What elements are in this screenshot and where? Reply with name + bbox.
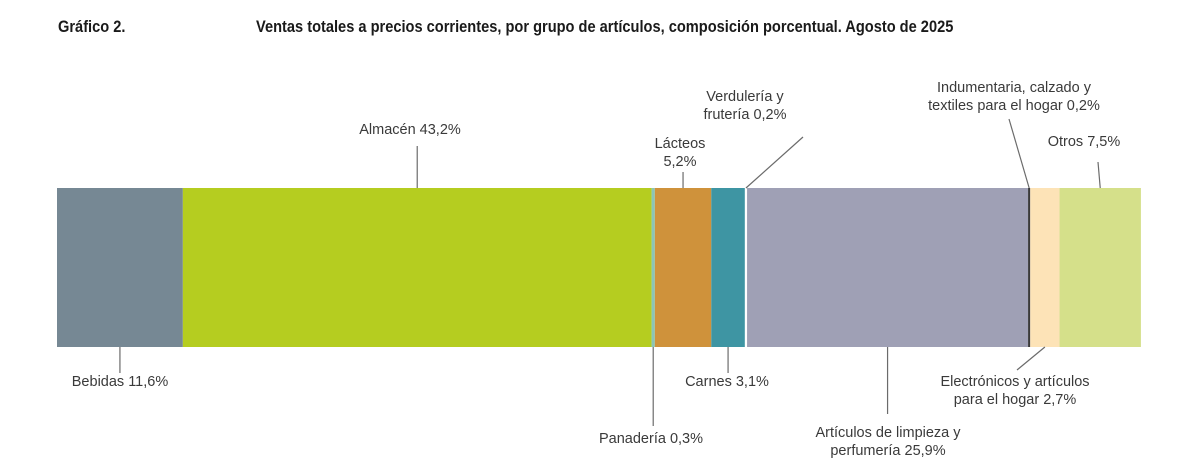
data-label-articulos-de-limpieza-y-perfumeria: Artículos de limpieza y perfumería 25,9% — [815, 425, 961, 459]
data-label-carnes: Carnes 3,1% — [685, 374, 769, 390]
bar-segment-bebidas — [57, 188, 183, 347]
data-label-indumentaria-calzado-y-textiles-para-el-hogar: Indumentaria, calzado y textiles para el … — [928, 80, 1100, 114]
data-label-panaderia: Panadería 0,3% — [599, 431, 703, 447]
leader-line-otros — [1097, 161, 1101, 189]
data-label-electronicos-y-articulos-para-el-hogar: Electrónicos y artículos para el hogar 2,… — [940, 374, 1089, 408]
leader-line-electronicos-y-articulos-para-el-hogar — [1016, 346, 1046, 371]
bar-segment-articulos-de-limpieza-y-perfumeria — [747, 188, 1029, 347]
data-label-otros: Otros 7,5% — [1048, 134, 1121, 150]
data-label-bebidas: Bebidas 11,6% — [72, 374, 169, 390]
bar-segment-lacteos — [654, 188, 712, 347]
bar-segment-verduleria-y-fruteria — [744, 188, 748, 347]
bar-segment-otros — [1059, 188, 1141, 347]
figure-number: Gráfico 2. — [58, 17, 126, 36]
bar-segment-panaderia — [651, 188, 655, 347]
data-label-lacteos: Lácteos 5,2% — [655, 136, 706, 170]
data-label-almacen: Almacén 43,2% — [359, 122, 461, 138]
bar-segment-carnes — [711, 188, 745, 347]
chart-title: Ventas totales a precios corrientes, por… — [256, 17, 954, 36]
leader-line-verduleria-y-fruteria — [745, 136, 804, 189]
bar-segment-electronicos-y-articulos-para-el-hogar — [1030, 188, 1060, 347]
chart-header: Gráfico 2. Ventas totales a precios corr… — [0, 0, 1200, 40]
data-label-verduleria-y-fruteria: Verdulería y frutería 0,2% — [703, 89, 786, 123]
bar-segment-almacen — [182, 188, 652, 347]
leader-line-indumentaria-calzado-y-textiles-para-el-hogar — [1008, 118, 1030, 189]
bar-segment-indumentaria-calzado-y-textiles-para-el-hogar — [1028, 188, 1031, 347]
